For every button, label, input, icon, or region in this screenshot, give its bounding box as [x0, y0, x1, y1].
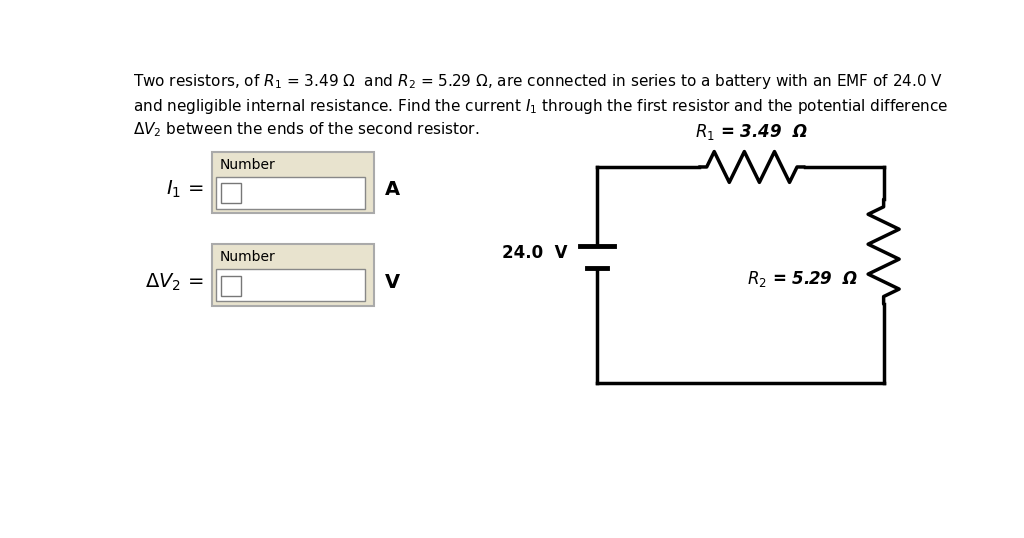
- Text: $\mathit{I}_1$ =: $\mathit{I}_1$ =: [166, 179, 204, 201]
- FancyBboxPatch shape: [216, 177, 366, 209]
- FancyBboxPatch shape: [212, 244, 375, 306]
- Text: $\Delta\mathit{V}_2$ =: $\Delta\mathit{V}_2$ =: [145, 272, 204, 293]
- Text: Number: Number: [219, 158, 275, 172]
- FancyBboxPatch shape: [221, 183, 241, 203]
- Text: Number: Number: [219, 250, 275, 264]
- FancyBboxPatch shape: [212, 152, 375, 213]
- Text: $\mathit{R}_2$ = 5.29  Ω: $\mathit{R}_2$ = 5.29 Ω: [748, 268, 859, 288]
- Text: A: A: [385, 180, 400, 199]
- Text: V: V: [385, 273, 400, 292]
- Text: $\mathit{R}_1$ = 3.49  Ω: $\mathit{R}_1$ = 3.49 Ω: [695, 122, 808, 143]
- Text: $\Delta V_2$ between the ends of the second resistor.: $\Delta V_2$ between the ends of the sec…: [133, 121, 480, 139]
- Text: and negligible internal resistance. Find the current $I_1$ through the first res: and negligible internal resistance. Find…: [133, 96, 948, 116]
- Text: Two resistors, of $R_1$ = 3.49 $\Omega$  and $R_2$ = 5.29 $\Omega$, are connecte: Two resistors, of $R_1$ = 3.49 $\Omega$ …: [133, 72, 943, 91]
- FancyBboxPatch shape: [221, 275, 241, 295]
- FancyBboxPatch shape: [216, 270, 366, 301]
- Text: 24.0  V: 24.0 V: [502, 244, 567, 262]
